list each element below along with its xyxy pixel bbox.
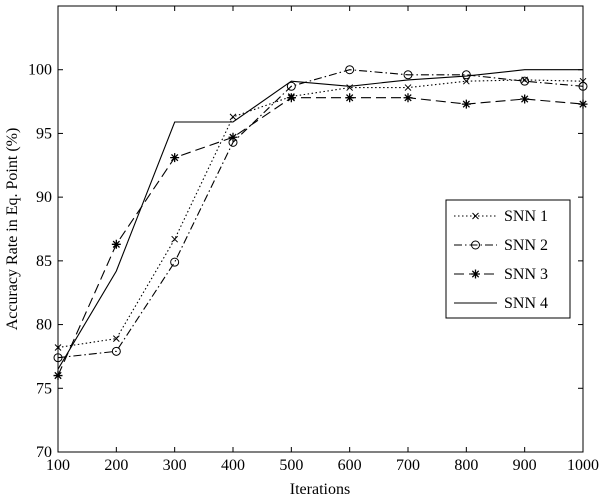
- data-point-snn-2: [520, 76, 530, 86]
- data-point-snn-3: [286, 93, 296, 103]
- y-tick-label: 95: [36, 125, 52, 142]
- legend-marker-snn-3: [471, 269, 480, 279]
- data-point-snn-3: [228, 132, 238, 142]
- x-tick-label: 1000: [567, 457, 599, 474]
- data-point-snn-1: [229, 113, 237, 121]
- data-point-snn-2: [111, 346, 121, 356]
- data-point-snn-2: [53, 353, 63, 363]
- x-axis: 100 200 300 400 500 600 700 800 900 1000: [46, 6, 599, 474]
- legend-label-snn-4: SNN 4: [504, 295, 548, 312]
- data-point-snn-3: [403, 93, 413, 103]
- y-tick-label: 70: [36, 444, 52, 461]
- x-tick-label: 900: [513, 457, 537, 474]
- data-point-snn-2: [578, 81, 588, 91]
- data-point-snn-3: [345, 93, 355, 103]
- legend: SNN 1 SNN 2 SNN 3 SNN 4: [445, 199, 571, 319]
- x-tick-label: 600: [338, 457, 362, 474]
- data-point-snn-1: [462, 77, 470, 85]
- x-tick-label: 500: [279, 457, 303, 474]
- legend-marker-snn-1: [472, 212, 479, 220]
- data-point-snn-1: [112, 335, 120, 342]
- series-line-snn-1: [57, 79, 584, 349]
- y-tick-label: 75: [36, 380, 52, 397]
- data-point-snn-2: [286, 81, 296, 91]
- y-tick-label: 90: [36, 189, 52, 206]
- legend-label-snn-3: SNN 3: [504, 266, 548, 283]
- series-line-snn-4: [57, 69, 583, 370]
- data-point-snn-2: [403, 70, 413, 80]
- y-tick-label: 80: [36, 317, 52, 334]
- data-point-snn-2: [461, 70, 471, 80]
- data-point-snn-3: [520, 94, 530, 104]
- data-point-snn-1: [404, 84, 412, 91]
- legend-label-snn-1: SNN 1: [504, 208, 548, 225]
- legend-label-snn-2: SNN 2: [504, 237, 548, 254]
- data-point-snn-1: [54, 344, 62, 351]
- data-point-snn-3: [461, 99, 471, 109]
- data-point-snn-3: [170, 153, 180, 163]
- x-axis-label: Iterations: [290, 481, 350, 498]
- y-tick-label: 85: [36, 253, 52, 270]
- x-tick-label: 700: [396, 457, 420, 474]
- data-point-snn-3: [53, 371, 63, 381]
- data-point-snn-2: [345, 65, 355, 75]
- y-axis: 70 75 80 85 90 95 100: [28, 62, 583, 461]
- x-tick-label: 100: [46, 457, 70, 474]
- y-tick-label: 100: [28, 62, 52, 79]
- series-line-snn-2: [57, 69, 584, 359]
- data-point-snn-3: [578, 99, 588, 109]
- y-axis-label: Accuracy Rate in Eq. Point (%): [4, 128, 21, 331]
- x-tick-label: 800: [454, 457, 478, 474]
- x-tick-label: 200: [104, 457, 128, 474]
- series-line-snn-3: [57, 97, 584, 376]
- data-point-snn-1: [171, 235, 179, 243]
- data-point-snn-1: [346, 84, 354, 91]
- data-point-snn-2: [170, 257, 180, 267]
- x-tick-label: 400: [221, 457, 245, 474]
- legend-box: [445, 199, 571, 319]
- series-lines: [57, 69, 584, 376]
- legend-marker-snn-2: [471, 240, 480, 250]
- series-markers: [53, 65, 588, 381]
- data-point-snn-3: [111, 239, 121, 249]
- x-tick-label: 300: [163, 457, 187, 474]
